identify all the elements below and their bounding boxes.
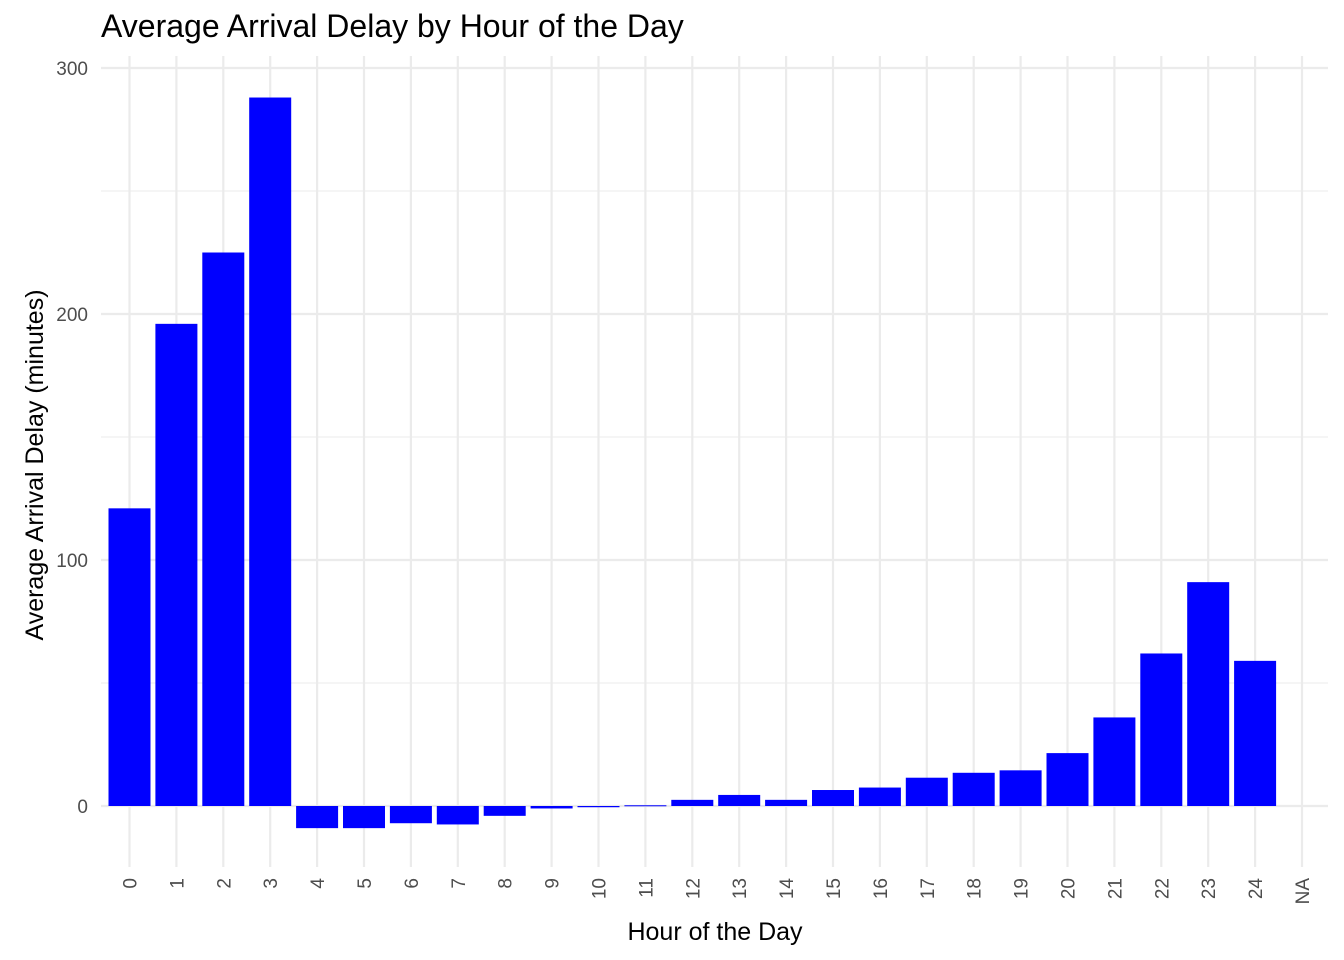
y-tick-label: 300 — [56, 59, 88, 80]
bar-hour-10 — [577, 806, 620, 808]
bar-hour-18 — [952, 772, 995, 806]
x-tick-label: 16 — [871, 878, 892, 899]
bar-hour-16 — [858, 787, 901, 806]
x-tick-label: 15 — [824, 878, 845, 899]
bar-hour-7 — [436, 806, 479, 825]
bar-hour-12 — [671, 799, 714, 806]
y-axis-title: Average Arrival Delay (minutes) — [21, 289, 49, 640]
bar-hour-4 — [296, 806, 339, 829]
x-tick-label: 2 — [214, 878, 235, 889]
x-tick-label: 7 — [449, 878, 470, 889]
x-tick-label: 12 — [683, 878, 704, 899]
x-tick-labels: 0 1 2 3 4 5 6 7 8 9 10 11 12 13 14 15 16 17 18 19 20 21 22 23 24… — [121, 878, 1315, 905]
x-tick-label: 19 — [1012, 878, 1033, 899]
bar-hour-8 — [483, 806, 526, 816]
bar-hour-2 — [202, 252, 245, 806]
x-tick-label: 20 — [1059, 878, 1080, 899]
bar-hour-5 — [343, 806, 385, 829]
x-tick-label: 11 — [636, 878, 657, 898]
y-tick-labels: 0 100 200 300 — [56, 59, 88, 818]
x-tick-label: 14 — [777, 878, 798, 900]
x-tick-label: 3 — [261, 878, 282, 889]
bar-hour-3 — [249, 97, 292, 806]
x-tick-label: 5 — [355, 878, 376, 889]
x-tick-label: 18 — [965, 878, 986, 899]
bar-hour-23 — [1187, 582, 1230, 806]
y-tick-label: 0 — [77, 797, 88, 818]
chart-title: Average Arrival Delay by Hour of the Day — [101, 8, 684, 44]
bar-hour-6 — [389, 806, 432, 824]
bar-hour-14 — [765, 799, 808, 806]
bar-hour-20 — [1046, 753, 1089, 806]
bar-hour-0 — [108, 508, 151, 806]
x-tick-label: 21 — [1105, 878, 1126, 899]
x-tick-label: 9 — [543, 878, 564, 889]
x-tick-label: 0 — [121, 878, 142, 889]
bar-hour-13 — [718, 794, 761, 806]
bar-hour-17 — [905, 777, 948, 806]
x-tick-label: 4 — [308, 878, 329, 889]
x-tick-label: 6 — [402, 878, 423, 889]
bar-hour-15 — [812, 790, 854, 806]
bars — [108, 97, 1277, 829]
x-tick-label: 13 — [730, 878, 751, 899]
x-tick-label: 1 — [167, 878, 188, 889]
x-tick-label: 23 — [1199, 878, 1220, 899]
x-tick-label: 24 — [1246, 878, 1267, 900]
x-tick-label: 10 — [590, 878, 611, 899]
x-tick-label: 22 — [1152, 878, 1173, 899]
y-tick-label: 100 — [56, 551, 88, 572]
bar-hour-11 — [624, 805, 667, 807]
x-tick-label: 8 — [496, 878, 517, 889]
bar-hour-21 — [1093, 717, 1136, 806]
bar-hour-22 — [1140, 653, 1183, 806]
x-tick-label: NA — [1293, 878, 1314, 905]
x-axis-title: Hour of the Day — [627, 918, 803, 946]
bar-hour-19 — [999, 770, 1042, 806]
bar-hour-9 — [530, 806, 573, 809]
bar-hour-24 — [1234, 660, 1277, 806]
x-tick-label: 17 — [918, 878, 939, 899]
y-tick-label: 200 — [56, 305, 88, 326]
bar-hour-1 — [155, 323, 198, 806]
